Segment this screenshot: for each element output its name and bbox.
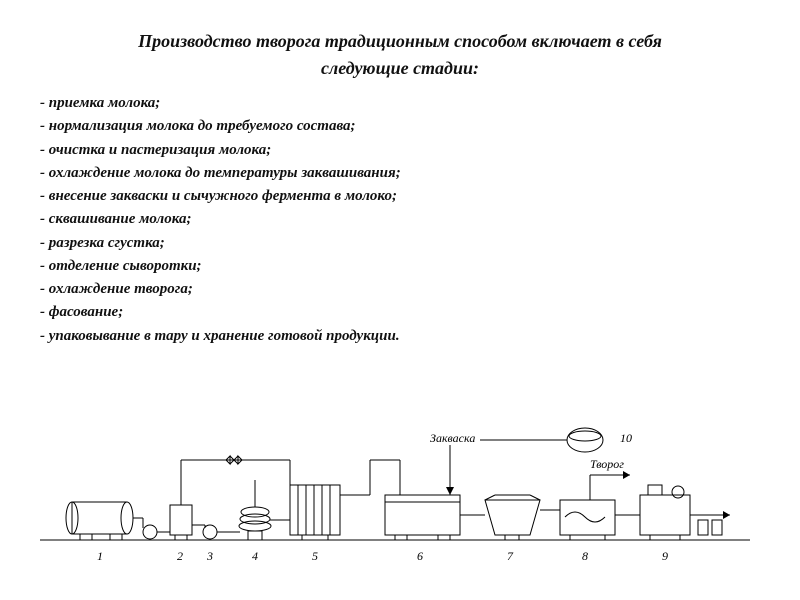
list-item: разрезка сгустка; [40, 232, 760, 255]
stage-list: приемка молока; нормализация молока до т… [40, 92, 760, 348]
num-1: 1 [97, 549, 103, 563]
slide: Производство творога традиционным способ… [0, 0, 800, 600]
list-item: отделение сыворотки; [40, 255, 760, 278]
equip-6-tank [385, 460, 460, 540]
title-line-1: Производство творога традиционным способ… [138, 31, 662, 51]
num-8: 8 [582, 549, 588, 563]
equip-7-hopper [485, 495, 540, 540]
num-3: 3 [206, 549, 213, 563]
diagram-svg: Закваска Творог 1 2 3 4 5 6 7 8 9 10 [30, 400, 770, 570]
list-item: очистка и пастеризация молока; [40, 139, 760, 162]
equip-1-tank [66, 502, 133, 540]
list-item: внесение закваски и сычужного фермента в… [40, 185, 760, 208]
num-5: 5 [312, 549, 318, 563]
equip-10-tank [480, 428, 603, 452]
equip-8-cooler [560, 500, 615, 540]
equip-5-heatexchanger [290, 485, 340, 540]
list-item: охлаждение молока до температуры закваши… [40, 162, 760, 185]
label-tvorog: Творог [590, 457, 624, 471]
num-2: 2 [177, 549, 183, 563]
equip-4-separator [239, 480, 271, 540]
list-item: нормализация молока до требуемого состав… [40, 115, 760, 138]
list-item: фасование; [40, 301, 760, 324]
list-item: сквашивание молока; [40, 208, 760, 231]
num-10: 10 [620, 431, 632, 445]
list-item: упаковывание в тару и хранение готовой п… [40, 325, 760, 348]
process-diagram: Закваска Творог 1 2 3 4 5 6 7 8 9 10 [30, 400, 770, 570]
list-item: приемка молока; [40, 92, 760, 115]
title-line-2: следующие стадии: [321, 58, 479, 78]
num-9: 9 [662, 549, 668, 563]
list-item: охлаждение творога; [40, 278, 760, 301]
equip-2 [170, 505, 192, 540]
num-7: 7 [507, 549, 514, 563]
label-zakvaska: Закваска [430, 431, 475, 445]
page-title: Производство творога традиционным способ… [40, 28, 760, 82]
num-6: 6 [417, 549, 423, 563]
equip-9-packaging [640, 485, 730, 540]
num-4: 4 [252, 549, 258, 563]
